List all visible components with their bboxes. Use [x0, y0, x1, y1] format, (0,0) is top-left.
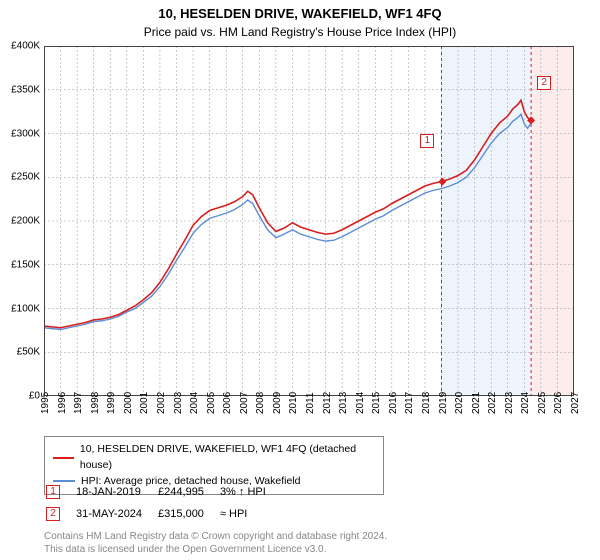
marker-point [438, 178, 446, 186]
x-tick-label: 2017 [404, 392, 415, 414]
y-tick-label: £150K [0, 259, 40, 270]
x-tick-label: 2015 [371, 392, 382, 414]
x-tick-label: 1995 [40, 392, 51, 414]
y-tick-label: £50K [0, 347, 40, 358]
x-tick-label: 2011 [305, 392, 316, 414]
y-tick-label: £0 [0, 391, 40, 402]
x-tick-label: 1999 [106, 392, 117, 414]
x-tick-label: 2003 [173, 392, 184, 414]
marker-row: 1 18-JAN-2019£244,9953% ↑ HPI [46, 482, 280, 502]
marker-annotation: 1 [420, 134, 434, 148]
marker-delta: ≈ HPI [220, 504, 280, 524]
x-tick-label: 2008 [255, 392, 266, 414]
x-tick-label: 2021 [471, 392, 482, 414]
x-tick-label: 2006 [222, 392, 233, 414]
chart-title: 10, HESELDEN DRIVE, WAKEFIELD, WF1 4FQ [0, 0, 600, 21]
footer-line2: This data is licensed under the Open Gov… [44, 543, 387, 556]
y-tick-label: £200K [0, 216, 40, 227]
marker-price: £244,995 [158, 482, 218, 502]
y-axis: £0£50K£100K£150K£200K£250K£300K£350K£400… [0, 46, 44, 396]
x-tick-label: 2013 [338, 392, 349, 414]
x-tick-label: 2018 [421, 392, 432, 414]
chart-svg [44, 46, 574, 396]
x-tick-label: 2020 [454, 392, 465, 414]
chart-container: 10, HESELDEN DRIVE, WAKEFIELD, WF1 4FQ P… [0, 0, 600, 560]
y-tick-label: £300K [0, 128, 40, 139]
chart-subtitle: Price paid vs. HM Land Registry's House … [0, 21, 600, 47]
y-tick-label: £400K [0, 41, 40, 52]
x-tick-label: 2007 [239, 392, 250, 414]
marker-date: 31-MAY-2024 [76, 504, 156, 524]
x-tick-label: 2023 [504, 392, 515, 414]
x-tick-label: 2026 [553, 392, 564, 414]
x-tick-label: 2004 [189, 392, 200, 414]
marker-delta: 3% ↑ HPI [220, 482, 280, 502]
legend-label-property: 10, HESELDEN DRIVE, WAKEFIELD, WF1 4FQ (… [80, 442, 375, 474]
x-tick-label: 2010 [288, 392, 299, 414]
x-tick-label: 2001 [139, 392, 150, 414]
x-tick-label: 1996 [57, 392, 68, 414]
x-axis: 1995199619971998199920002001200220032004… [44, 396, 588, 432]
x-tick-label: 2012 [322, 392, 333, 414]
x-tick-label: 2000 [123, 392, 134, 414]
x-tick-label: 1997 [73, 392, 84, 414]
x-tick-label: 2014 [355, 392, 366, 414]
legend-swatch-property [53, 457, 74, 459]
x-tick-label: 2024 [520, 392, 531, 414]
x-tick-label: 2022 [487, 392, 498, 414]
marker-price: £315,000 [158, 504, 218, 524]
marker-table: 1 18-JAN-2019£244,9953% ↑ HPI 2 31-MAY-2024… [44, 480, 282, 526]
marker-date: 18-JAN-2019 [76, 482, 156, 502]
x-tick-label: 1998 [90, 392, 101, 414]
plot-area: 12 [44, 46, 588, 396]
marker-annotation: 2 [537, 76, 551, 90]
legend-row-property: 10, HESELDEN DRIVE, WAKEFIELD, WF1 4FQ (… [53, 442, 375, 474]
y-tick-label: £250K [0, 172, 40, 183]
x-tick-label: 2019 [438, 392, 449, 414]
marker-row: 2 31-MAY-2024£315,000≈ HPI [46, 504, 280, 524]
footer: Contains HM Land Registry data © Crown c… [44, 530, 387, 556]
footer-line1: Contains HM Land Registry data © Crown c… [44, 530, 387, 543]
marker-number-box: 1 [46, 485, 60, 499]
x-tick-label: 2016 [388, 392, 399, 414]
marker-number-box: 2 [46, 507, 60, 521]
x-tick-label: 2005 [206, 392, 217, 414]
x-tick-label: 2025 [537, 392, 548, 414]
x-tick-label: 2027 [570, 392, 581, 414]
y-tick-label: £350K [0, 84, 40, 95]
x-tick-label: 2009 [272, 392, 283, 414]
x-tick-label: 2002 [156, 392, 167, 414]
y-tick-label: £100K [0, 303, 40, 314]
